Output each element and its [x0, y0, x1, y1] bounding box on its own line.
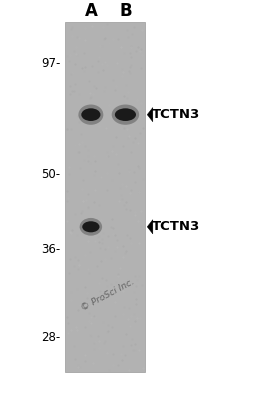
Text: B: B: [119, 2, 132, 20]
Text: 50-: 50-: [41, 168, 60, 181]
Ellipse shape: [82, 221, 100, 232]
Polygon shape: [147, 108, 153, 122]
Text: 36-: 36-: [41, 243, 60, 256]
Ellipse shape: [81, 109, 100, 121]
Text: TCTN3: TCTN3: [152, 108, 200, 121]
Text: A: A: [84, 2, 97, 20]
Polygon shape: [147, 220, 153, 234]
Text: © ProSci Inc.: © ProSci Inc.: [79, 277, 136, 313]
Ellipse shape: [112, 105, 139, 125]
Text: TCTN3: TCTN3: [152, 220, 200, 233]
Ellipse shape: [78, 105, 103, 125]
Ellipse shape: [115, 109, 136, 121]
Text: 97-: 97-: [41, 57, 60, 70]
Text: 28-: 28-: [41, 331, 60, 344]
Ellipse shape: [80, 218, 102, 236]
Bar: [65, 22, 145, 372]
